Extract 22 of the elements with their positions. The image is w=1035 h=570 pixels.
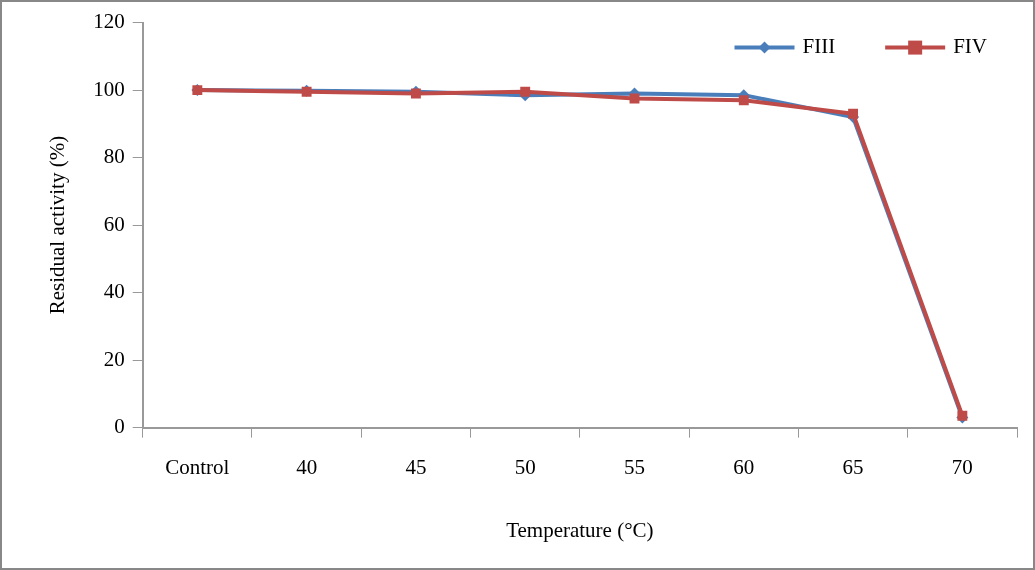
x-tick-label: 40	[296, 454, 318, 479]
y-tick-label: 40	[103, 279, 125, 304]
y-tick-label: 20	[103, 346, 125, 371]
point	[738, 95, 749, 106]
y-tick-label: 120	[93, 9, 125, 34]
x-axis-title: Temperature (°C)	[506, 517, 654, 542]
point	[520, 86, 531, 97]
y-tick-label: 60	[103, 211, 125, 236]
y-tick-label: 100	[93, 76, 125, 101]
x-tick-label: 50	[514, 454, 536, 479]
legend-label: FIII	[802, 34, 836, 59]
x-tick-label: Control	[165, 454, 230, 479]
y-axis-title: Residual activity (%)	[45, 135, 70, 315]
x-tick-label: 65	[842, 454, 864, 479]
x-tick-label: 60	[733, 454, 755, 479]
x-tick-label: 55	[623, 454, 645, 479]
x-tick-label: 45	[405, 454, 427, 479]
legend-label: FIV	[953, 34, 988, 59]
point	[848, 108, 859, 119]
y-tick-label: 0	[114, 414, 125, 439]
y-tick-label: 80	[103, 144, 125, 169]
x-tick-label: 70	[951, 454, 973, 479]
